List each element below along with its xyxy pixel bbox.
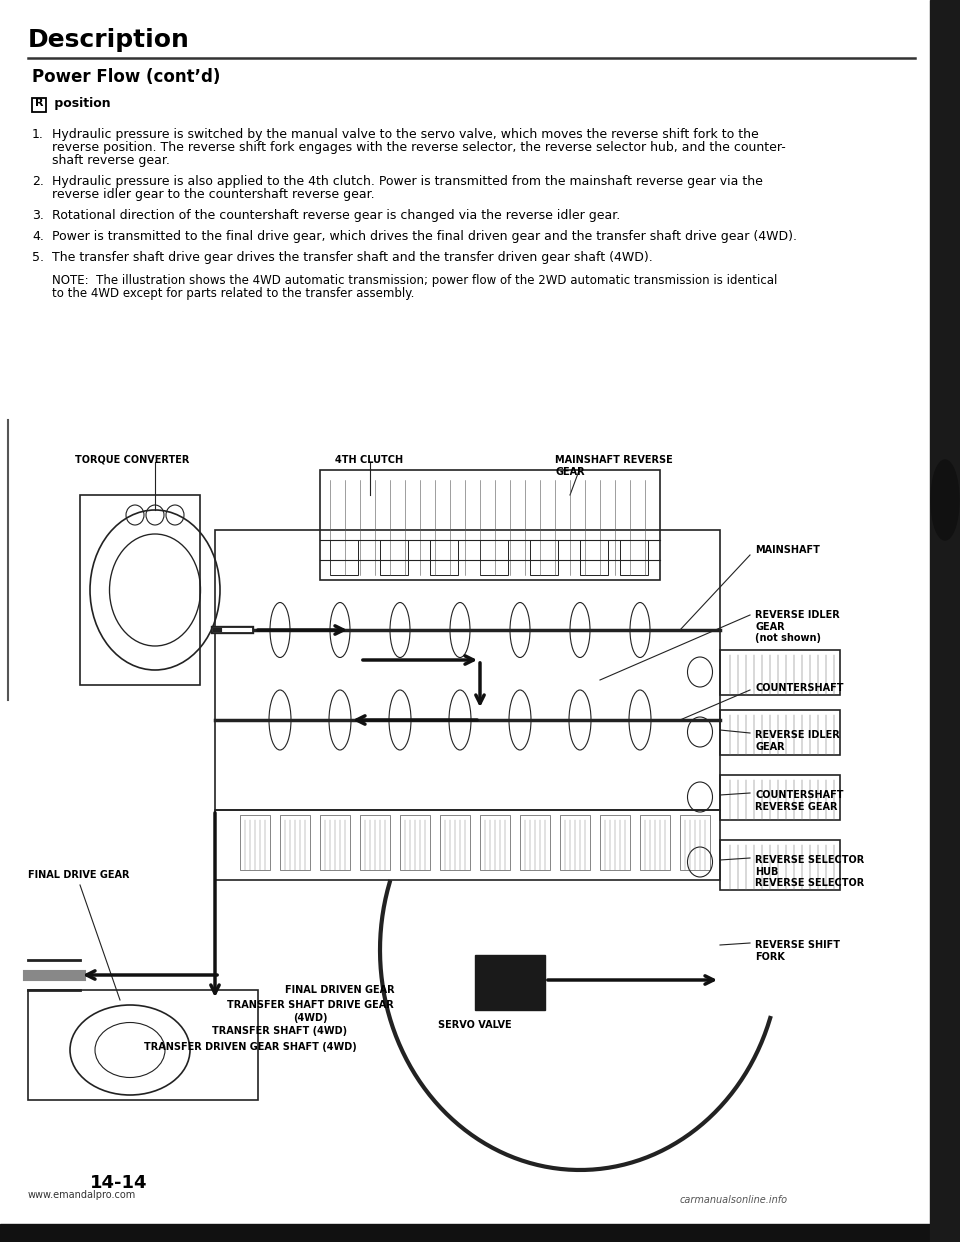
Text: Hydraulic pressure is also applied to the 4th clutch. Power is transmitted from : Hydraulic pressure is also applied to th… [52,175,763,188]
Text: REVERSE IDLER
GEAR
(not shown): REVERSE IDLER GEAR (not shown) [755,610,840,643]
Text: MAINSHAFT: MAINSHAFT [755,545,820,555]
Text: COUNTERSHAFT
REVERSE GEAR: COUNTERSHAFT REVERSE GEAR [755,790,844,811]
Text: carmanualsonline.info: carmanualsonline.info [680,1195,788,1205]
Bar [640,815,670,869]
Bar [720,840,840,891]
Text: TRANSFER SHAFT (4WD): TRANSFER SHAFT (4WD) [212,1026,348,1036]
Text: to the 4WD except for parts related to the transfer assembly.: to the 4WD except for parts related to t… [52,287,415,301]
Text: reverse position. The reverse shift fork engages with the reverse selector, the : reverse position. The reverse shift fork… [52,142,785,154]
Text: Power Flow (cont’d): Power Flow (cont’d) [32,68,221,86]
Text: position: position [50,97,110,109]
Bar [240,815,270,869]
Bar [520,815,550,869]
Bar [680,815,710,869]
Text: Description: Description [28,29,190,52]
Bar [720,650,840,696]
Bar [530,540,558,575]
Text: Power is transmitted to the final drive gear, which drives the final driven gear: Power is transmitted to the final drive … [52,230,797,243]
Bar [380,540,408,575]
Bar [720,775,840,820]
Text: MAINSHAFT REVERSE
GEAR: MAINSHAFT REVERSE GEAR [555,455,673,477]
Text: COUNTERSHAFT: COUNTERSHAFT [755,683,844,693]
Bar [215,530,720,810]
Text: FINAL DRIVE GEAR: FINAL DRIVE GEAR [28,869,130,881]
Text: Rotational direction of the countershaft reverse gear is changed via the reverse: Rotational direction of the countershaft… [52,209,620,222]
Bar [330,540,358,575]
Bar [215,810,720,881]
Text: NOTE:  The illustration shows the 4WD automatic transmission; power flow of the : NOTE: The illustration shows the 4WD aut… [52,274,778,287]
Bar [320,469,660,580]
Bar [580,540,608,575]
Text: R: R [35,98,43,108]
Bar [560,815,590,869]
Text: www.emandalpro.com: www.emandalpro.com [28,1190,136,1200]
Bar [620,540,648,575]
Text: REVERSE SHIFT
FORK: REVERSE SHIFT FORK [755,940,840,961]
Text: REVERSE SELECTOR
HUB
REVERSE SELECTOR: REVERSE SELECTOR HUB REVERSE SELECTOR [755,854,864,888]
Text: 2.: 2. [32,175,44,188]
Bar [0,1225,960,1242]
Text: SERVO VALVE: SERVO VALVE [438,1020,512,1030]
Bar [480,815,510,869]
Bar [360,815,390,869]
Text: 4.: 4. [32,230,44,243]
Bar [320,815,350,869]
Text: shaft reverse gear.: shaft reverse gear. [52,154,170,166]
Ellipse shape [931,460,959,540]
Bar [475,955,545,1010]
Text: TRANSFER SHAFT DRIVE GEAR: TRANSFER SHAFT DRIVE GEAR [227,1000,394,1010]
Bar [440,815,470,869]
Bar [280,815,310,869]
Bar [430,540,458,575]
Text: The transfer shaft drive gear drives the transfer shaft and the transfer driven : The transfer shaft drive gear drives the… [52,251,653,265]
Text: reverse idler gear to the countershaft reverse gear.: reverse idler gear to the countershaft r… [52,188,374,201]
Bar [28,990,258,1100]
Bar [720,710,840,755]
Text: 5.: 5. [32,251,44,265]
Text: Hydraulic pressure is switched by the manual valve to the servo valve, which mov: Hydraulic pressure is switched by the ma… [52,128,758,142]
Bar [400,815,430,869]
Text: 4TH CLUTCH: 4TH CLUTCH [335,455,403,465]
Text: 1.: 1. [32,128,44,142]
Text: REVERSE IDLER
GEAR: REVERSE IDLER GEAR [755,730,840,751]
Text: FINAL DRIVEN GEAR: FINAL DRIVEN GEAR [285,985,395,995]
Text: 14-14: 14-14 [90,1174,148,1192]
Text: TRANSFER DRIVEN GEAR SHAFT (4WD): TRANSFER DRIVEN GEAR SHAFT (4WD) [144,1042,356,1052]
Text: TORQUE CONVERTER: TORQUE CONVERTER [75,455,189,465]
Bar [32,98,46,112]
Bar [480,540,508,575]
Bar [600,815,630,869]
Bar [930,0,960,1242]
Text: (4WD): (4WD) [293,1013,327,1023]
Text: 3.: 3. [32,209,44,222]
Bar [80,496,200,686]
